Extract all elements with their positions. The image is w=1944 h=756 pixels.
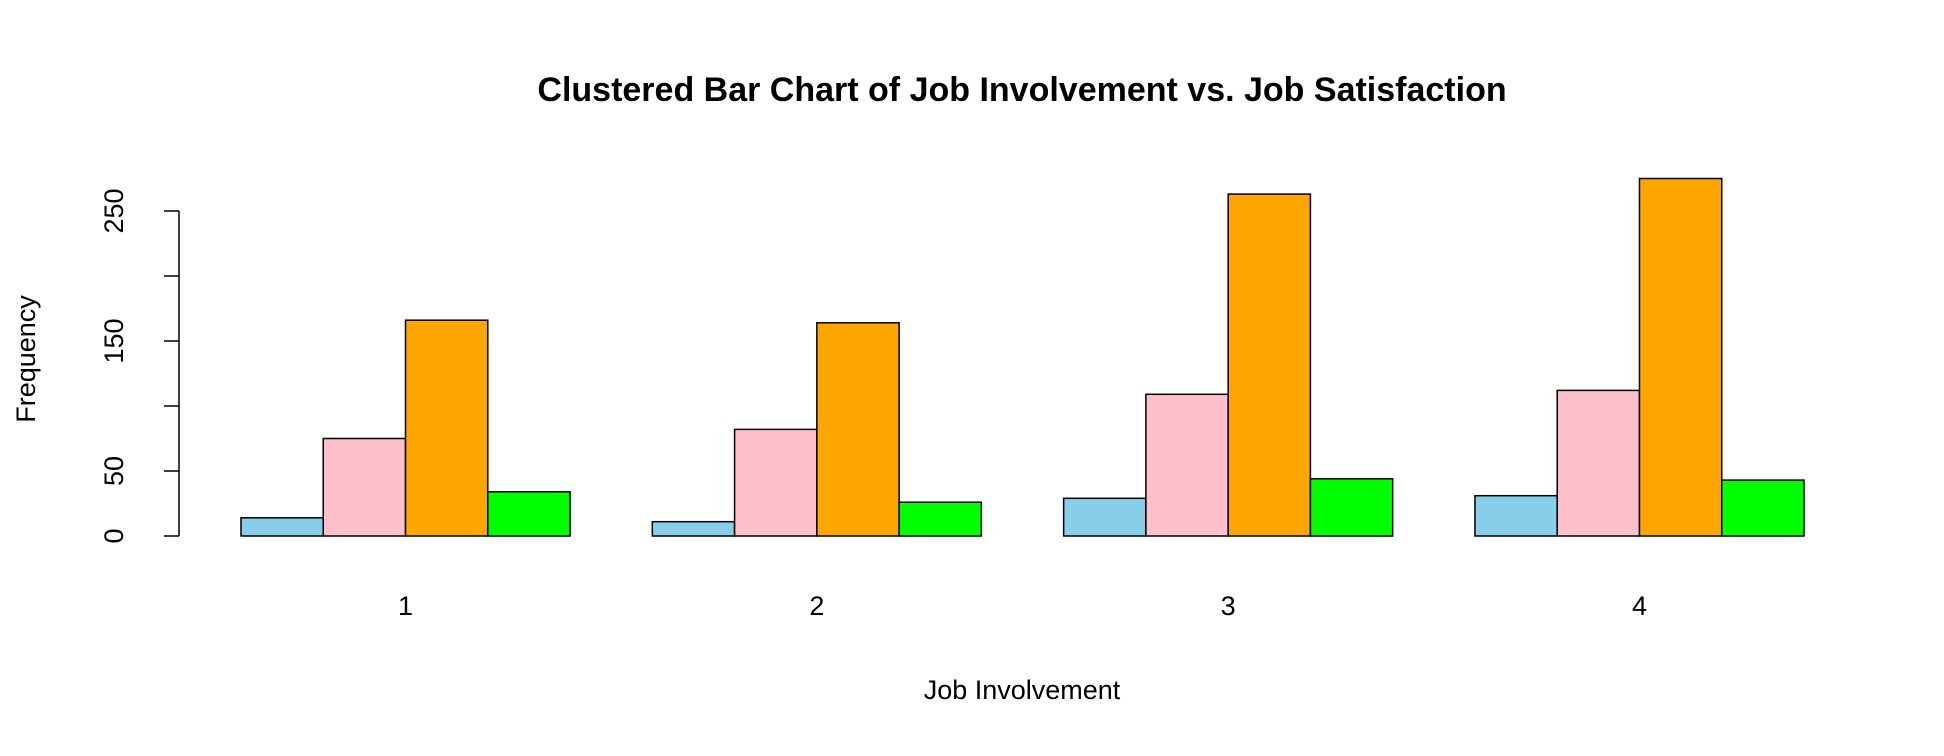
y-axis-label: Frequency — [11, 295, 41, 423]
bar — [733, 428, 818, 537]
bar — [1227, 193, 1312, 537]
x-tick-label: 1 — [398, 591, 413, 621]
x-tick-label: 4 — [1632, 591, 1647, 621]
y-tick-label: 0 — [99, 528, 129, 543]
x-axis-label: Job Involvement — [924, 675, 1121, 705]
x-tick-label: 2 — [809, 591, 824, 621]
bar — [651, 520, 736, 537]
bar — [1556, 389, 1641, 537]
bar — [487, 491, 571, 537]
bar — [322, 437, 407, 537]
y-tick-label: 50 — [99, 456, 129, 486]
chart-title: Clustered Bar Chart of Job Involvement v… — [537, 71, 1506, 109]
x-tick-label: 3 — [1221, 591, 1236, 621]
bar — [816, 322, 900, 537]
bar — [1720, 479, 1805, 537]
bar — [404, 319, 489, 537]
y-tick-label: 250 — [99, 188, 129, 233]
y-tick-label: 150 — [99, 318, 129, 363]
bar — [1638, 177, 1723, 537]
bar — [898, 501, 983, 537]
bar — [1145, 393, 1229, 537]
bar — [240, 517, 325, 537]
bar — [1062, 497, 1147, 537]
bar — [1474, 494, 1558, 537]
bar — [1309, 478, 1394, 537]
